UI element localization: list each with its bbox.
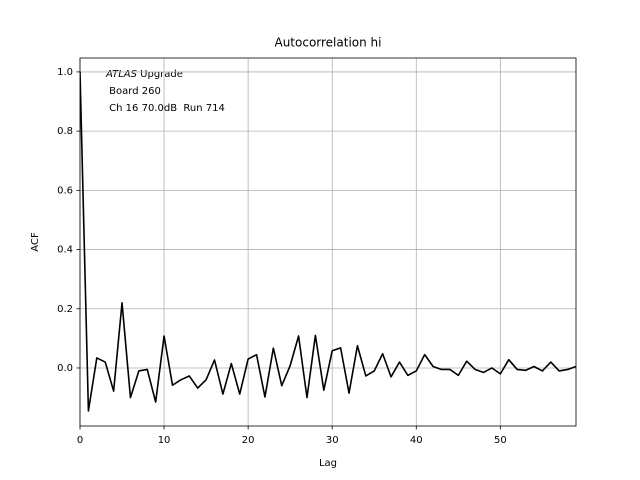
plot-frame [79,57,577,427]
y-tick-label: 0.6 [57,185,73,196]
y-tick-label: 1.0 [57,67,73,78]
data-line [80,71,576,412]
x-tick-label: 30 [326,435,339,446]
annotation-line: Upgrade [137,69,183,80]
x-tick-label: 20 [242,435,255,446]
annotation-italic: ATLAS [105,69,138,80]
y-tick-label: 0.0 [57,363,73,374]
x-tick-label: 0 [77,435,83,446]
y-tick-label: 0.8 [57,126,73,137]
annotation-line: Ch 16 70.0dB Run 714 [106,103,225,114]
x-tick-label: 40 [410,435,423,446]
x-axis-label: Lag [319,458,337,469]
chart-title: Autocorrelation hi [274,36,381,50]
y-tick-label: 0.2 [57,304,73,315]
annotation-line: Board 260 [106,86,161,97]
y-tick-label: 0.4 [57,245,73,256]
annotation: ATLAS Upgrade [105,69,183,80]
y-axis-label: ACF [30,232,41,252]
x-tick-label: 50 [494,435,507,446]
x-tick-label: 10 [158,435,171,446]
